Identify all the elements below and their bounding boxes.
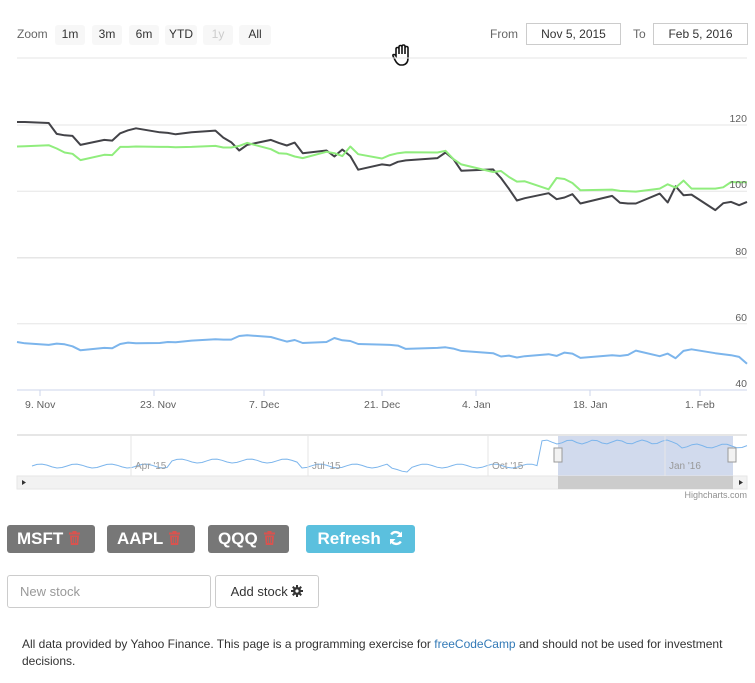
y-tick-label: 60 xyxy=(735,312,747,324)
main-chart xyxy=(16,57,748,490)
zoom-6m-button[interactable]: 6m xyxy=(129,25,159,45)
series-line-msft xyxy=(17,121,748,212)
zoom-all-button[interactable]: All xyxy=(239,25,271,45)
navigator-right-handle[interactable] xyxy=(727,447,737,463)
trash-icon[interactable] xyxy=(169,531,181,545)
add-stock-label: Add stock xyxy=(230,584,288,599)
x-tick-label: 7. Dec xyxy=(249,399,280,411)
hand-cursor-icon xyxy=(392,44,409,66)
stock-button-aapl[interactable]: AAPL xyxy=(107,525,195,553)
gear-icon xyxy=(291,585,304,597)
y-tick-label: 80 xyxy=(735,246,747,258)
new-stock-input[interactable]: New stock xyxy=(7,575,211,608)
navigator-label: Jul '15 xyxy=(312,461,341,472)
navigator-selection[interactable] xyxy=(558,436,733,476)
x-tick-label: 4. Jan xyxy=(462,399,491,411)
scroll-left-arrow-icon[interactable] xyxy=(22,480,26,485)
y-tick-label: 40 xyxy=(735,378,747,390)
stock-button-qqq[interactable]: QQQ xyxy=(208,525,289,553)
navigator-left-handle[interactable] xyxy=(553,447,563,463)
stock-symbol: AAPL xyxy=(117,529,164,548)
stock-button-msft[interactable]: MSFT xyxy=(7,525,95,553)
zoom-ytd-button[interactable]: YTD xyxy=(165,25,197,45)
zoom-1m-button[interactable]: 1m xyxy=(55,25,85,45)
from-date-input[interactable]: Nov 5, 2015 xyxy=(526,23,621,45)
trash-icon[interactable] xyxy=(263,531,275,545)
zoom-3m-button[interactable]: 3m xyxy=(92,25,122,45)
freecodecamp-link[interactable]: freeCodeCamp xyxy=(434,637,516,651)
y-tick-label: 100 xyxy=(729,179,747,191)
from-label: From xyxy=(490,27,518,41)
navigator-series xyxy=(31,439,748,473)
navigator-label: Apr '15 xyxy=(135,461,167,472)
stock-symbol: QQQ xyxy=(218,529,258,548)
to-date-input[interactable]: Feb 5, 2016 xyxy=(653,23,748,45)
navigator-label: Jan '16 xyxy=(669,461,701,472)
to-label: To xyxy=(633,27,646,41)
scrollbar-thumb[interactable] xyxy=(558,476,733,489)
series-line-aapl xyxy=(16,334,748,365)
y-tick-label: 120 xyxy=(729,113,747,125)
refresh-button[interactable]: Refresh xyxy=(306,525,415,553)
footer-disclaimer: All data provided by Yahoo Finance. This… xyxy=(22,637,723,668)
stock-symbol: MSFT xyxy=(17,529,64,548)
zoom-label: Zoom xyxy=(17,27,48,41)
x-tick-label: 18. Jan xyxy=(573,399,608,411)
x-tick-label: 9. Nov xyxy=(25,399,56,411)
credits-link[interactable]: Highcharts.com xyxy=(684,490,747,500)
x-tick-label: 23. Nov xyxy=(140,399,177,411)
zoom-1y-button[interactable]: 1y xyxy=(203,25,233,45)
x-tick-label: 1. Feb xyxy=(685,399,715,411)
add-stock-button[interactable]: Add stock xyxy=(215,575,319,608)
trash-icon[interactable] xyxy=(69,531,81,545)
scroll-right-arrow-icon[interactable] xyxy=(739,480,743,485)
refresh-icon xyxy=(389,530,402,546)
x-tick-label: 21. Dec xyxy=(364,399,401,411)
navigator-label: Oct '15 xyxy=(492,461,524,472)
refresh-label: Refresh xyxy=(317,529,381,548)
series-line-qqq xyxy=(16,141,747,193)
